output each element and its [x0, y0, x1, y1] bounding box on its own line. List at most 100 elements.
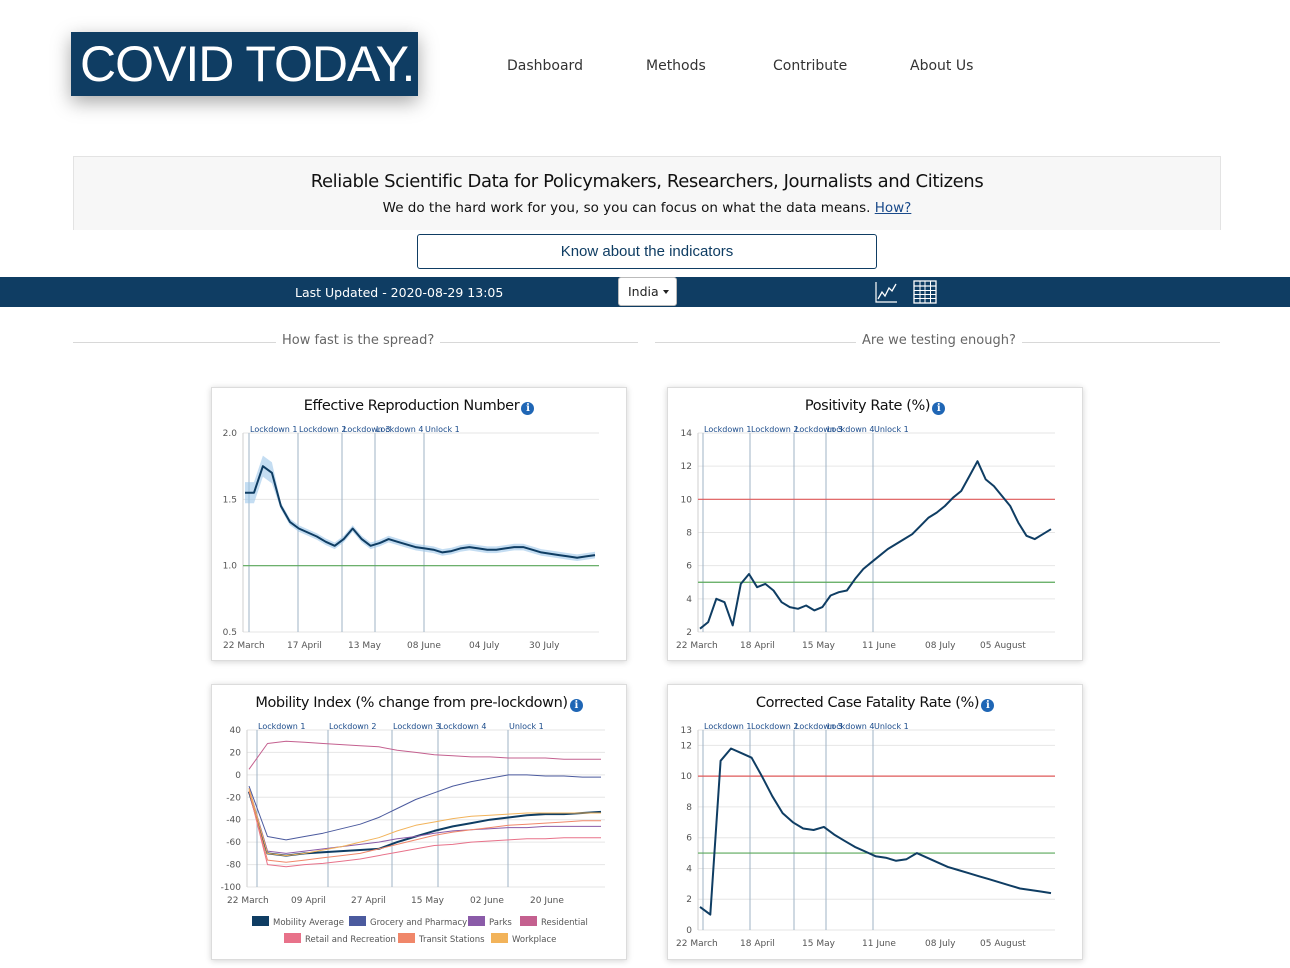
- series-line: [245, 465, 596, 559]
- x-tick-label: 15 May: [802, 641, 836, 651]
- y-tick-label: -60: [226, 838, 241, 848]
- y-tick-label: 40: [230, 726, 242, 736]
- y-tick-label: -100: [221, 883, 242, 893]
- lockdown-label: Lockdown 2: [751, 425, 798, 434]
- nav-methods[interactable]: Methods: [646, 58, 706, 74]
- legend-label: Transit Stations: [418, 935, 485, 945]
- status-bar: Last Updated - 2020-08-29 13:05 India: [0, 277, 1290, 307]
- lockdown-label: Lockdown 4: [439, 722, 486, 731]
- legend-label: Parks: [489, 918, 512, 928]
- y-tick-label: 2.0: [223, 429, 238, 439]
- lockdown-label: Lockdown 3: [343, 425, 390, 434]
- lockdown-label: Lockdown 1: [250, 425, 297, 434]
- x-tick-label: 13 May: [348, 641, 382, 651]
- chart-card-fatality-rate: Corrected Case Fatality Rate (%) i 13 12 10…: [667, 684, 1083, 960]
- chart-title-text: Positivity Rate (%): [804, 398, 931, 414]
- y-tick-label: 2: [686, 895, 692, 905]
- x-tick-label: 22 March: [676, 939, 718, 949]
- country-dropdown[interactable]: India: [618, 277, 677, 306]
- x-tick-label: 08 July: [925, 939, 956, 949]
- lockdown-label: Lockdown 3: [795, 425, 842, 434]
- y-tick-label: 1.0: [223, 562, 238, 572]
- series-line: [248, 790, 601, 863]
- country-selected: India: [628, 284, 659, 299]
- lockdown-label: Lockdown 3: [393, 722, 440, 731]
- chart-title: Positivity Rate (%) i: [668, 398, 1082, 415]
- series-line: [248, 740, 601, 770]
- banner-subtitle: We do the hard work for you, so you can …: [74, 200, 1220, 216]
- chart-title-text: Effective Reproduction Number: [303, 398, 520, 414]
- y-tick-label: 2: [686, 628, 692, 638]
- y-tick-label: -20: [226, 793, 241, 803]
- line-chart-icon[interactable]: [873, 279, 899, 305]
- info-icon[interactable]: i: [981, 699, 995, 712]
- info-icon[interactable]: i: [521, 402, 535, 415]
- site-logo[interactable]: COVID TODAY.: [71, 32, 418, 96]
- y-tick-label: 0: [235, 771, 241, 781]
- how-link[interactable]: How?: [874, 200, 912, 216]
- x-tick-label: 08 June: [407, 641, 441, 651]
- lockdown-label: Lockdown 1: [704, 722, 751, 731]
- lockdown-label: Lockdown 1: [258, 722, 305, 731]
- lockdown-label: Lockdown 1: [704, 425, 751, 434]
- y-tick-label: 0: [686, 926, 692, 936]
- series-line: [248, 774, 601, 841]
- nav-dashboard[interactable]: Dashboard: [507, 58, 583, 74]
- x-tick-label: 11 June: [862, 939, 896, 949]
- chart-mobility-index: 40 20 0 -20 -40 -60 -80 -100 22 March 09 April 27 …: [221, 722, 605, 945]
- legend-label: Mobility Average: [273, 918, 344, 928]
- table-icon[interactable]: [912, 279, 938, 305]
- chart-card-positivity-rate: Positivity Rate (%) i 14 12 10 8 6 4 2 22 March 1…: [667, 387, 1083, 661]
- chart-title: Corrected Case Fatality Rate (%) i: [668, 695, 1082, 712]
- x-tick-label: 18 April: [740, 939, 775, 949]
- legend-swatch: [468, 916, 485, 926]
- y-tick-label: 12: [681, 462, 692, 472]
- legend-swatch: [520, 916, 537, 926]
- nav-contribute[interactable]: Contribute: [773, 58, 848, 74]
- lockdown-label: Lockdown 4: [376, 425, 423, 434]
- chart-card-reproduction-number: Effective Reproduction Number i 2.0 1.5 1.0…: [211, 387, 627, 661]
- lockdown-label: Lockdown 4: [827, 722, 874, 731]
- nav-about-us[interactable]: About Us: [910, 58, 974, 74]
- lockdown-label: Unlock 1: [874, 425, 909, 434]
- legend-swatch: [398, 933, 415, 943]
- y-tick-label: 12: [681, 741, 692, 751]
- x-tick-label: 17 April: [287, 641, 322, 651]
- info-icon[interactable]: i: [569, 699, 583, 712]
- lockdown-label: Lockdown 4: [827, 425, 874, 434]
- legend-label: Workplace: [512, 935, 556, 945]
- x-tick-label: 15 May: [802, 939, 836, 949]
- lockdown-label: Unlock 1: [874, 722, 909, 731]
- info-icon[interactable]: i: [932, 402, 946, 415]
- x-tick-label: 30 July: [529, 641, 560, 651]
- x-tick-label: 08 July: [925, 641, 956, 651]
- banner-subtitle-text: We do the hard work for you, so you can …: [382, 200, 871, 216]
- lockdown-label: Unlock 1: [425, 425, 460, 434]
- know-indicators-button[interactable]: Know about the indicators: [417, 234, 877, 269]
- y-tick-label: 8: [686, 803, 692, 813]
- x-tick-label: 22 March: [227, 896, 269, 906]
- legend-label: Residential: [541, 918, 588, 928]
- series-line: [699, 747, 1052, 916]
- y-tick-label: 6: [686, 834, 692, 844]
- section-testing: Are we testing enough?: [655, 333, 1220, 351]
- chart-positivity-rate: 14 12 10 8 6 4 2 22 March 18 April 15 May 11 June 0…: [676, 425, 1055, 651]
- x-tick-label: 27 April: [351, 896, 386, 906]
- series-line: [248, 788, 601, 857]
- y-tick-label: 13: [681, 726, 692, 736]
- y-tick-label: 10: [681, 495, 693, 505]
- chart-title: Effective Reproduction Number i: [212, 398, 626, 415]
- banner-title: Reliable Scientific Data for Policymaker…: [310, 171, 984, 192]
- x-tick-label: 22 March: [676, 641, 718, 651]
- series-line: [248, 790, 601, 868]
- y-tick-label: 4: [686, 595, 692, 605]
- y-tick-label: 20: [230, 748, 242, 758]
- lockdown-label: Lockdown 3: [795, 722, 842, 731]
- chart-reproduction-number: 2.0 1.5 1.0 0.5 22 March 17 April 13 May 08 Jun…: [223, 425, 599, 651]
- chart-title: Mobility Index (% change from pre-lockdo…: [212, 695, 626, 712]
- x-tick-label: 15 May: [411, 896, 445, 906]
- section-spread-title: How fast is the spread?: [276, 333, 441, 348]
- y-tick-label: -40: [226, 816, 241, 826]
- y-tick-label: 10: [681, 772, 693, 782]
